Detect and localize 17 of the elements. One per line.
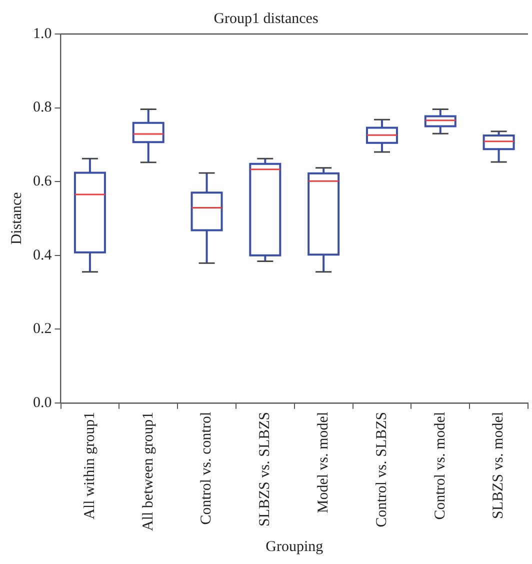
- y-tick-label: 0.2: [33, 321, 52, 338]
- x-tick-label: All between group1: [140, 412, 156, 532]
- x-axis-title: Grouping: [266, 538, 324, 555]
- x-tick-label: SLBZS vs. model: [490, 412, 507, 519]
- x-tick-label: SLBZS vs. SLBZS: [257, 412, 274, 526]
- x-tick-label: Control vs. model: [432, 412, 448, 520]
- y-tick-label: 0.4: [33, 247, 52, 264]
- y-tick-label: 0.8: [33, 100, 52, 116]
- y-axis-title: Distance: [8, 192, 25, 245]
- y-tick-label: 0.0: [33, 394, 52, 411]
- x-tick-label: Control vs. SLBZS: [374, 412, 390, 528]
- y-tick-label: 1.0: [33, 26, 52, 42]
- y-tick-label: 0.6: [33, 173, 52, 190]
- x-tick-label: All within group1: [82, 412, 98, 520]
- x-tick-label: Model vs. model: [316, 412, 332, 514]
- x-tick-label: Control vs. control: [198, 412, 215, 525]
- chart-title: Group1 distances: [214, 10, 318, 27]
